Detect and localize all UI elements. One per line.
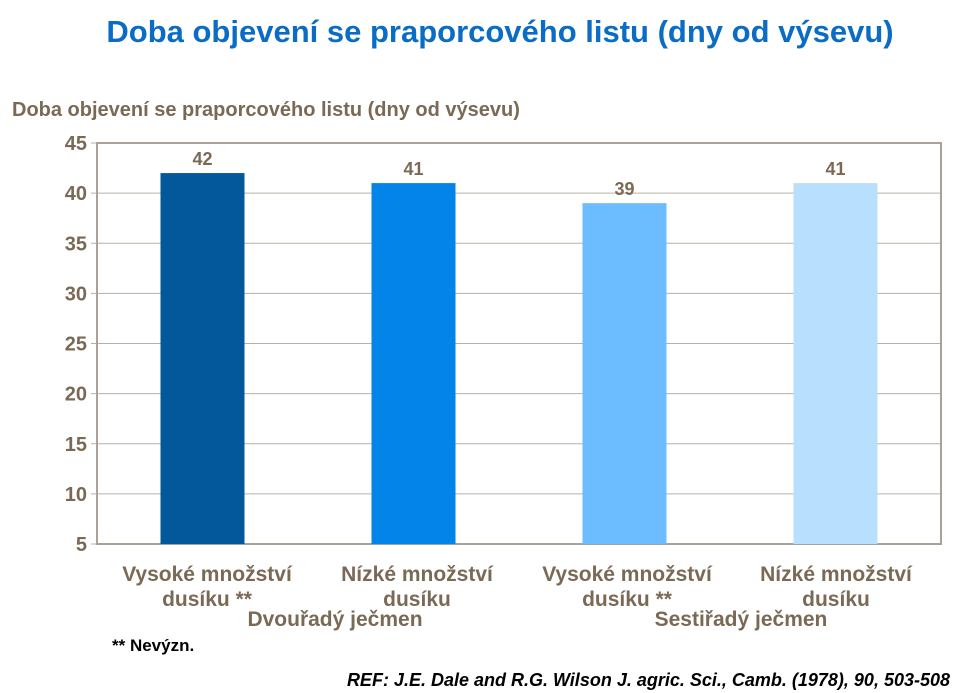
y-tick-label: 45 (65, 133, 87, 155)
category-line: Vysoké množství (542, 563, 712, 586)
chart-title: Doba objevení se praporcového listu (dny… (106, 14, 894, 49)
category-line: Vysoké množství (122, 563, 292, 586)
data-label: 42 (192, 149, 212, 169)
bar (582, 203, 667, 544)
group-label: Sestiřadý ječmen (654, 608, 828, 631)
data-label: 41 (825, 159, 845, 179)
category-line: Nízké množství (341, 563, 493, 586)
y-tick-label: 25 (65, 334, 87, 356)
reference: REF: J.E. Dale and R.G. Wilson J. agric.… (346, 670, 950, 690)
bar (793, 183, 878, 544)
category-line: dusíku ** (162, 588, 252, 611)
footnote: ** Nevýzn. (112, 636, 195, 655)
category-label: Vysoké množství dusíku ** (522, 562, 732, 612)
y-tick-label: 35 (65, 233, 87, 255)
category-line: Nízké množství (760, 563, 912, 586)
y-axis-label: Doba objevení se praporcového listu (dny… (12, 99, 520, 121)
category-label: Nízké množství dusíku (312, 562, 522, 612)
bar (160, 173, 245, 544)
category-line: dusíku (383, 588, 451, 611)
y-tick-label: 10 (65, 484, 87, 506)
data-label: 41 (403, 159, 423, 179)
category-label: Vysoké množství dusíku ** (102, 562, 312, 612)
y-tick-label: 20 (65, 384, 87, 406)
y-tick-label: 30 (65, 283, 87, 305)
y-tick-label: 15 (65, 434, 87, 456)
plot-border (96, 142, 942, 545)
category-line: dusíku ** (582, 588, 672, 611)
data-label: 39 (614, 179, 634, 199)
category-line: dusíku (802, 588, 870, 611)
bar (371, 183, 456, 544)
y-tick-label: 5 (76, 534, 87, 556)
category-label: Nízké množství dusíku (731, 562, 941, 612)
group-label: Dvouřadý ječmen (247, 608, 423, 631)
y-tick-label: 40 (65, 183, 87, 205)
